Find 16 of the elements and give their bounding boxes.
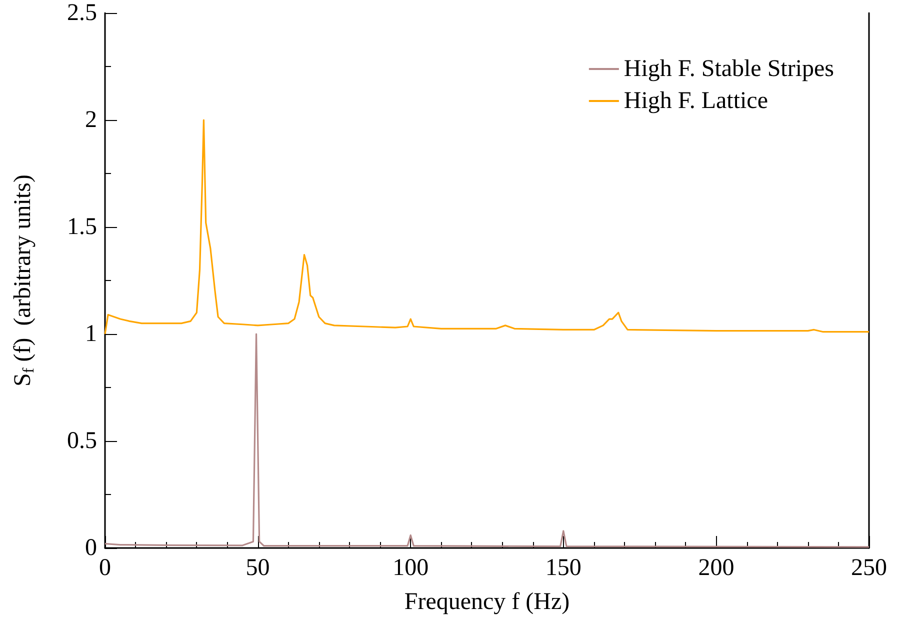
x-axis-title: Frequency f (Hz)	[404, 589, 570, 615]
legend-label: High F. Lattice	[624, 88, 768, 114]
y-tick-label: 2	[85, 107, 97, 133]
x-tick-label: 200	[698, 555, 734, 581]
legend-label: High F. Stable Stripes	[624, 56, 834, 82]
y-tick-label: 2.5	[67, 0, 97, 26]
y-tick-label: 1	[85, 321, 97, 347]
x-tick-label: 250	[851, 555, 887, 581]
y-axis-title: Sf (f) (arbitrary units)	[10, 174, 38, 386]
line-series	[104, 119, 870, 335]
x-tick-label: 150	[545, 555, 582, 581]
y-tick-label: 1.5	[67, 214, 97, 240]
x-tick-label: 100	[392, 555, 429, 581]
y-tick-label: 0	[85, 535, 97, 561]
x-tick-label: 50	[246, 555, 270, 581]
y-tick-label: 0.5	[67, 428, 97, 454]
